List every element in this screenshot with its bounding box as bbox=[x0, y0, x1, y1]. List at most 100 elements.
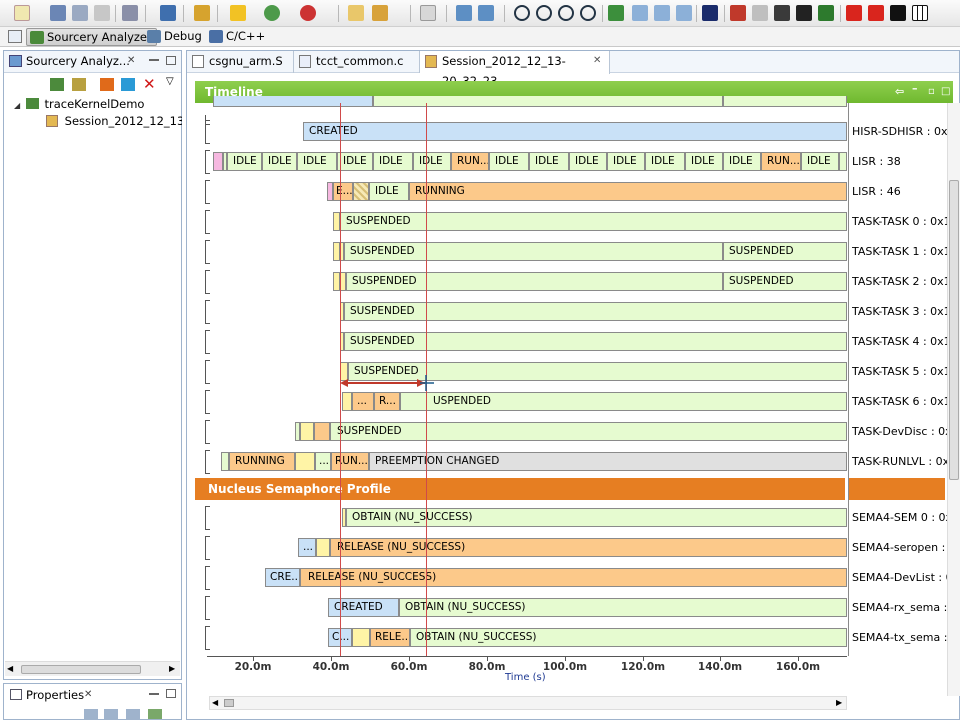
timeline-segment[interactable]: SUSPENDED bbox=[346, 272, 723, 291]
cursor-line-a[interactable] bbox=[340, 103, 341, 656]
timeline-segment[interactable]: IDLE bbox=[262, 152, 297, 171]
tree-item-session[interactable]: Session_2012_12_13-20_ bbox=[46, 114, 182, 130]
nav-3-icon[interactable] bbox=[676, 5, 692, 21]
minimize-icon[interactable] bbox=[149, 691, 159, 695]
timeline-segment[interactable]: SUSPENDED bbox=[340, 212, 847, 231]
timeline-segment[interactable] bbox=[342, 508, 346, 527]
grid-icon[interactable] bbox=[912, 5, 928, 21]
perspective-c-cpp[interactable]: C/C++ bbox=[206, 28, 269, 46]
tab-tcct-common[interactable]: tcct_common.c bbox=[294, 51, 420, 73]
move-icon[interactable] bbox=[890, 5, 906, 21]
book-icon[interactable] bbox=[702, 5, 718, 21]
close-icon[interactable]: ✕ bbox=[84, 689, 93, 700]
timeline-segment[interactable]: IDLE bbox=[413, 152, 451, 171]
timeline-segment[interactable]: IDLE bbox=[645, 152, 685, 171]
timeline-segment[interactable]: RELEASE (NU_SUCCESS) bbox=[300, 568, 847, 587]
timeline-segment[interactable]: CREATED bbox=[328, 598, 399, 617]
timeline-segment[interactable]: ... bbox=[315, 452, 331, 471]
timeline-segment[interactable]: RUN... bbox=[331, 452, 369, 471]
chart-icon[interactable] bbox=[818, 5, 834, 21]
timeline-segment[interactable] bbox=[213, 152, 223, 171]
timeline-segment[interactable]: SUSPENDED bbox=[723, 272, 847, 291]
timeline-segment[interactable]: IDLE bbox=[337, 152, 373, 171]
import-icon[interactable] bbox=[50, 78, 64, 91]
scrollbar-thumb[interactable] bbox=[949, 180, 959, 480]
perspective-debug[interactable]: Debug bbox=[144, 28, 206, 46]
timeline-segment[interactable]: SUSPENDED bbox=[723, 242, 847, 261]
timeline-segment[interactable] bbox=[353, 182, 369, 201]
nav-2-icon[interactable] bbox=[654, 5, 670, 21]
timeline-segment[interactable]: IDLE bbox=[227, 152, 262, 171]
binary-icon[interactable] bbox=[420, 5, 436, 21]
timeline-segment[interactable]: OBTAIN (NU_SUCCESS) bbox=[399, 598, 847, 617]
play-icon[interactable] bbox=[100, 78, 114, 91]
timeline-segment[interactable]: CREATED bbox=[303, 122, 847, 141]
scrollbar-thumb[interactable] bbox=[224, 699, 234, 707]
restore-icon[interactable] bbox=[148, 709, 162, 719]
arrow-right-icon[interactable] bbox=[868, 5, 884, 21]
maximize-icon[interactable] bbox=[166, 689, 176, 698]
timeline-segment[interactable] bbox=[839, 152, 847, 171]
search-icon[interactable] bbox=[160, 5, 176, 21]
timeline-segment[interactable] bbox=[333, 212, 340, 231]
timeline-segment[interactable] bbox=[295, 422, 300, 441]
zoom-reset-icon[interactable] bbox=[580, 5, 596, 21]
timeline-segment[interactable] bbox=[223, 152, 227, 171]
minimize-icon[interactable]: – bbox=[912, 82, 918, 95]
timeline-segment[interactable]: SUSPENDED bbox=[344, 332, 847, 351]
timeline-segment[interactable] bbox=[221, 452, 229, 471]
delete-icon[interactable]: ✕ bbox=[143, 75, 156, 93]
timeline-segment[interactable]: RELEASE (NU_SUCCESS) bbox=[330, 538, 847, 557]
minimize-icon[interactable] bbox=[149, 57, 159, 61]
tab-csgnu-arm[interactable]: csgnu_arm.S bbox=[187, 51, 294, 73]
timeline-segment[interactable] bbox=[352, 628, 370, 647]
save-icon[interactable] bbox=[50, 5, 66, 21]
timeline-segment[interactable]: RUN... bbox=[451, 152, 489, 171]
copy-icon[interactable] bbox=[121, 78, 135, 91]
table-icon[interactable] bbox=[72, 78, 86, 91]
timeline-segment[interactable] bbox=[342, 392, 352, 411]
timeline-segment[interactable]: IDLE bbox=[489, 152, 529, 171]
timeline-segment[interactable]: SUSPENDED bbox=[344, 302, 847, 321]
lightning-icon[interactable] bbox=[230, 5, 246, 21]
timeline-segment[interactable]: SUSPENDED bbox=[348, 362, 847, 381]
print-icon[interactable] bbox=[94, 5, 110, 21]
timeline-segment[interactable]: USPENDED bbox=[400, 392, 847, 411]
export-icon[interactable] bbox=[608, 5, 624, 21]
timeline-segment[interactable] bbox=[295, 452, 315, 471]
scroll-left-icon[interactable]: ◀ bbox=[7, 664, 14, 673]
timeline-segment[interactable]: IDLE bbox=[529, 152, 569, 171]
back-icon[interactable]: ⇦ bbox=[895, 85, 905, 98]
tab-sourcery-analyzer[interactable]: Sourcery Analyz... bbox=[4, 51, 139, 73]
nav-icon[interactable] bbox=[632, 5, 648, 21]
marker-icon[interactable] bbox=[730, 5, 746, 21]
arrow-left-icon[interactable] bbox=[846, 5, 862, 21]
timeline-segment[interactable]: RELE... bbox=[370, 628, 410, 647]
timeline-segment[interactable]: IDLE bbox=[801, 152, 839, 171]
timeline-segment[interactable]: ... bbox=[298, 538, 316, 557]
new-icon[interactable] bbox=[14, 5, 30, 21]
categories-icon[interactable] bbox=[104, 709, 118, 719]
timeline-segment[interactable] bbox=[373, 96, 723, 107]
monitor-icon[interactable] bbox=[456, 5, 472, 21]
timeline-segment[interactable]: IDLE bbox=[369, 182, 409, 201]
timeline-segment[interactable]: OBTAIN (NU_SUCCESS) bbox=[410, 628, 847, 647]
timeline-vertical-scrollbar[interactable] bbox=[947, 103, 960, 696]
close-icon[interactable]: ✕ bbox=[127, 55, 136, 66]
zoom-in-icon[interactable] bbox=[514, 5, 530, 21]
scroll-left-icon[interactable]: ◀ bbox=[212, 698, 219, 707]
timeline-segment[interactable]: IDLE bbox=[607, 152, 645, 171]
timeline-segment[interactable] bbox=[316, 538, 330, 557]
calendar-icon[interactable] bbox=[796, 5, 812, 21]
restore-icon[interactable]: ▫ bbox=[928, 86, 935, 97]
timeline-segment[interactable]: IDLE bbox=[297, 152, 337, 171]
timeline-segment[interactable] bbox=[300, 422, 314, 441]
filter-icon[interactable] bbox=[126, 709, 140, 719]
expand-arrow-icon[interactable]: ◢ bbox=[14, 101, 21, 110]
timeline-segment[interactable]: E... bbox=[333, 182, 353, 201]
zoom-out-icon[interactable] bbox=[536, 5, 552, 21]
zoom-fit-icon[interactable] bbox=[558, 5, 574, 21]
stop-icon[interactable] bbox=[300, 5, 316, 21]
horizontal-scrollbar[interactable]: ◀ ▶ bbox=[5, 661, 180, 676]
timeline-segment[interactable]: IDLE bbox=[685, 152, 723, 171]
